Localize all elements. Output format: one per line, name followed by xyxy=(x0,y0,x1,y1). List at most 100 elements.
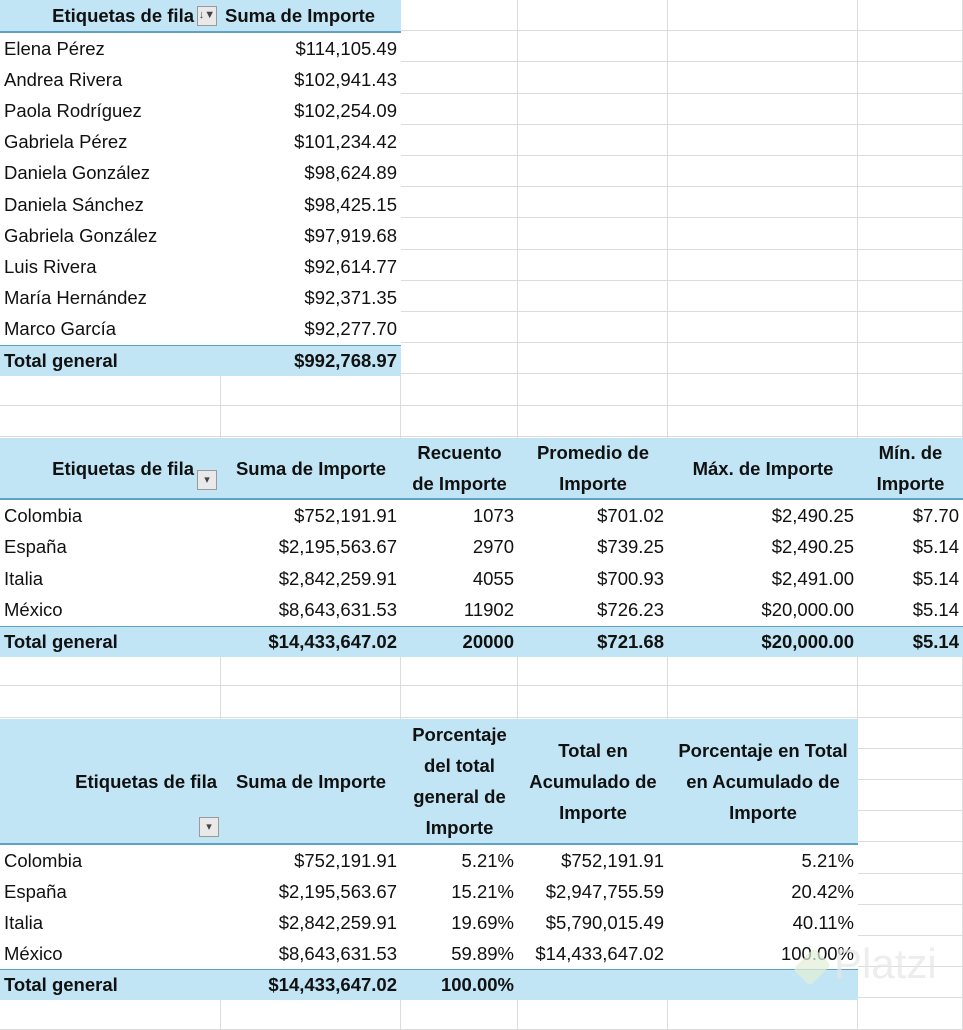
grid-cell[interactable] xyxy=(858,780,963,812)
value-cell[interactable]: $101,234.42 xyxy=(221,126,401,158)
grand-total-value[interactable]: $14,433,647.02 xyxy=(221,626,401,657)
value-cell[interactable]: $97,919.68 xyxy=(221,220,401,252)
grid-cell[interactable] xyxy=(668,998,858,1030)
grid-cell[interactable] xyxy=(401,93,518,125)
grid-cell[interactable] xyxy=(858,156,963,188)
value-cell[interactable]: 20.42% xyxy=(668,876,858,907)
grid-cell[interactable] xyxy=(401,374,518,406)
grid-cell[interactable] xyxy=(668,124,858,156)
value-cell[interactable]: $92,277.70 xyxy=(221,313,401,345)
grid-cell[interactable] xyxy=(858,374,963,406)
value-cell[interactable]: $102,254.09 xyxy=(221,95,401,127)
value-cell[interactable]: $8,643,631.53 xyxy=(221,938,401,969)
value-cell[interactable]: 59.89% xyxy=(401,938,518,969)
grand-total-value[interactable] xyxy=(518,969,668,1000)
grid-cell[interactable] xyxy=(518,218,668,250)
row-label[interactable]: Italia xyxy=(0,907,221,938)
grid-cell[interactable] xyxy=(858,62,963,94)
grid-cell[interactable] xyxy=(518,187,668,219)
value-cell[interactable]: $2,842,259.91 xyxy=(221,907,401,938)
grid-cell[interactable] xyxy=(401,249,518,281)
grid-cell[interactable] xyxy=(221,998,401,1030)
grid-cell[interactable] xyxy=(858,124,963,156)
row-label[interactable]: Luis Rivera xyxy=(0,251,221,283)
grid-cell[interactable] xyxy=(858,967,963,999)
grand-total-value[interactable] xyxy=(668,969,858,1000)
grid-cell[interactable] xyxy=(518,156,668,188)
row-label[interactable]: Daniela Sánchez xyxy=(0,189,221,221)
value-cell[interactable]: $2,490.25 xyxy=(668,531,858,563)
grid-cell[interactable] xyxy=(518,124,668,156)
dropdown-arrow-icon[interactable]: ▾ xyxy=(197,470,217,490)
grand-total-value[interactable]: $992,768.97 xyxy=(221,345,401,376)
value-cell[interactable]: $739.25 xyxy=(518,531,668,563)
value-cell[interactable]: $726.23 xyxy=(518,594,668,626)
value-cell[interactable]: $92,371.35 xyxy=(221,282,401,314)
grid-cell[interactable] xyxy=(401,124,518,156)
grid-cell[interactable] xyxy=(401,280,518,312)
grid-cell[interactable] xyxy=(401,62,518,94)
grid-cell[interactable] xyxy=(858,280,963,312)
grid-cell[interactable] xyxy=(858,748,963,780)
value-cell[interactable]: $2,947,755.59 xyxy=(518,876,668,907)
grid-cell[interactable] xyxy=(858,312,963,344)
value-cell[interactable]: 15.21% xyxy=(401,876,518,907)
grid-cell[interactable] xyxy=(401,218,518,250)
value-cell[interactable]: 5.21% xyxy=(401,845,518,876)
value-cell[interactable]: 100.00% xyxy=(668,938,858,969)
row-label[interactable]: Italia xyxy=(0,563,221,595)
grand-total-value[interactable]: $14,433,647.02 xyxy=(221,969,401,1000)
grid-cell[interactable] xyxy=(518,998,668,1030)
grid-cell[interactable] xyxy=(401,655,518,687)
value-cell[interactable]: $2,490.25 xyxy=(668,500,858,532)
value-cell[interactable]: $5.14 xyxy=(858,594,963,626)
value-cell[interactable]: $14,433,647.02 xyxy=(518,938,668,969)
grand-total-value[interactable]: $721.68 xyxy=(518,626,668,657)
grid-cell[interactable] xyxy=(518,686,668,718)
row-label[interactable]: Paola Rodríguez xyxy=(0,95,221,127)
row-label[interactable]: España xyxy=(0,531,221,563)
grid-cell[interactable] xyxy=(518,93,668,125)
grid-cell[interactable] xyxy=(401,31,518,63)
grid-cell[interactable] xyxy=(858,0,963,32)
grid-cell[interactable] xyxy=(668,280,858,312)
grid-cell[interactable] xyxy=(0,655,221,687)
grid-cell[interactable] xyxy=(221,374,401,406)
grand-total-value[interactable]: $5.14 xyxy=(858,626,963,657)
grid-cell[interactable] xyxy=(401,156,518,188)
grid-cell[interactable] xyxy=(668,312,858,344)
grid-cell[interactable] xyxy=(518,655,668,687)
grid-cell[interactable] xyxy=(518,31,668,63)
row-label[interactable]: Gabriela González xyxy=(0,220,221,252)
value-cell[interactable]: $114,105.49 xyxy=(221,33,401,65)
grand-total-label[interactable]: Total general xyxy=(0,969,221,1000)
grid-cell[interactable] xyxy=(858,405,963,437)
grid-cell[interactable] xyxy=(858,249,963,281)
row-label[interactable]: Andrea Rivera xyxy=(0,64,221,96)
grid-cell[interactable] xyxy=(518,374,668,406)
grand-total-label[interactable]: Total general xyxy=(0,626,221,657)
grid-cell[interactable] xyxy=(221,655,401,687)
grid-cell[interactable] xyxy=(858,93,963,125)
grid-cell[interactable] xyxy=(221,686,401,718)
grid-cell[interactable] xyxy=(518,312,668,344)
row-label[interactable]: Gabriela Pérez xyxy=(0,126,221,158)
value-cell[interactable]: $98,624.89 xyxy=(221,157,401,189)
grid-cell[interactable] xyxy=(0,998,221,1030)
grid-cell[interactable] xyxy=(668,218,858,250)
dropdown-arrow-icon[interactable]: ▾ xyxy=(199,817,219,837)
value-cell[interactable]: $752,191.91 xyxy=(518,845,668,876)
grid-cell[interactable] xyxy=(668,187,858,219)
row-label[interactable]: México xyxy=(0,594,221,626)
value-cell[interactable]: $98,425.15 xyxy=(221,189,401,221)
grand-total-label[interactable]: Total general xyxy=(0,345,221,376)
grid-cell[interactable] xyxy=(401,343,518,375)
grid-cell[interactable] xyxy=(518,249,668,281)
row-label[interactable]: María Hernández xyxy=(0,282,221,314)
grid-cell[interactable] xyxy=(668,93,858,125)
sort-filter-icon[interactable]: ↓▼ xyxy=(197,5,217,26)
grid-cell[interactable] xyxy=(858,343,963,375)
grid-cell[interactable] xyxy=(401,0,518,32)
row-label[interactable]: Elena Pérez xyxy=(0,33,221,65)
value-cell[interactable]: $102,941.43 xyxy=(221,64,401,96)
